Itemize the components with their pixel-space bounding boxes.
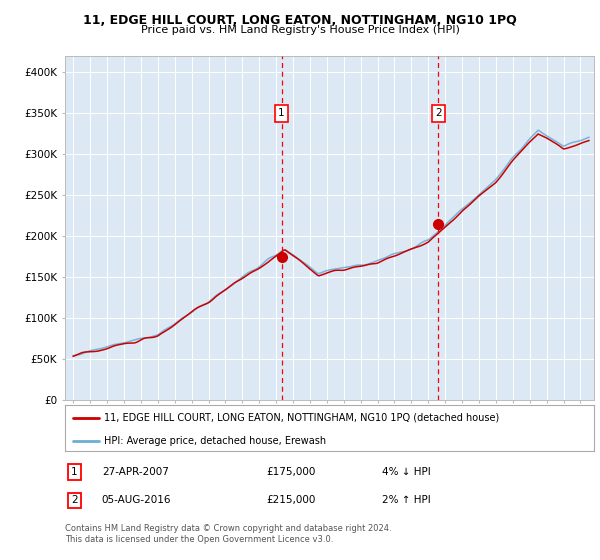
Text: 27-APR-2007: 27-APR-2007 [102, 467, 169, 477]
Text: 2: 2 [435, 109, 442, 118]
Text: Price paid vs. HM Land Registry's House Price Index (HPI): Price paid vs. HM Land Registry's House … [140, 25, 460, 35]
Text: 11, EDGE HILL COURT, LONG EATON, NOTTINGHAM, NG10 1PQ (detached house): 11, EDGE HILL COURT, LONG EATON, NOTTING… [104, 413, 500, 423]
Text: HPI: Average price, detached house, Erewash: HPI: Average price, detached house, Erew… [104, 436, 326, 446]
Text: 2% ↑ HPI: 2% ↑ HPI [382, 496, 431, 506]
Text: 05-AUG-2016: 05-AUG-2016 [102, 496, 172, 506]
Text: £175,000: £175,000 [266, 467, 315, 477]
Text: Contains HM Land Registry data © Crown copyright and database right 2024.
This d: Contains HM Land Registry data © Crown c… [65, 524, 391, 544]
Text: £215,000: £215,000 [266, 496, 315, 506]
Text: 11, EDGE HILL COURT, LONG EATON, NOTTINGHAM, NG10 1PQ: 11, EDGE HILL COURT, LONG EATON, NOTTING… [83, 14, 517, 27]
Text: 2: 2 [71, 496, 77, 506]
Text: 4% ↓ HPI: 4% ↓ HPI [382, 467, 431, 477]
Text: 1: 1 [71, 467, 77, 477]
Text: 1: 1 [278, 109, 285, 118]
